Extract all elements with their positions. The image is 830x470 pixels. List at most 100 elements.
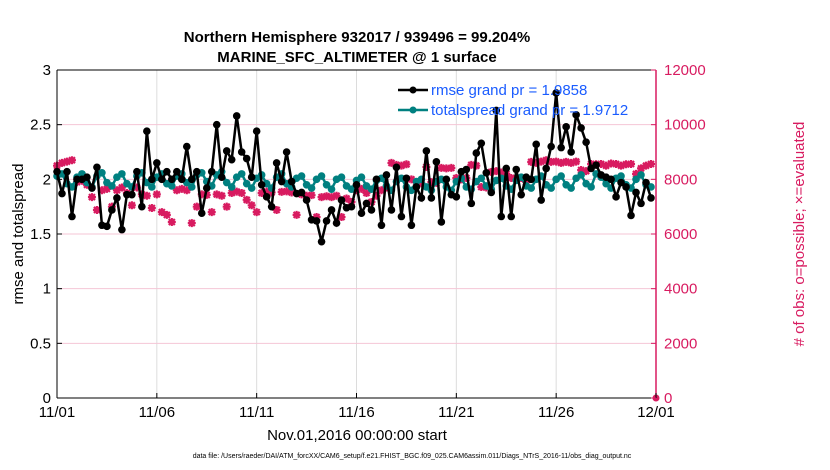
obs-evaluated-marker (87, 193, 96, 202)
rmse-point (582, 138, 590, 146)
obs-star (617, 161, 626, 170)
rmse-point (337, 196, 346, 204)
obs-evaluated-marker (527, 157, 536, 166)
obs-evaluated-marker (232, 187, 241, 196)
obs-star (342, 194, 351, 203)
obs-evaluated-marker (337, 213, 346, 222)
obs-star (202, 190, 211, 199)
rmse-point (312, 217, 321, 225)
legend-spread-marker (409, 106, 417, 114)
rmse-point (552, 89, 560, 97)
totalspread-point (527, 184, 536, 192)
obs-star (322, 192, 331, 201)
rmse-point (88, 184, 96, 192)
y-left-tick-label: 2 (43, 171, 51, 188)
obs-evaluated-marker (477, 182, 486, 191)
totalspread-point (322, 181, 331, 189)
obs-evaluated-marker (282, 187, 291, 196)
obs-star (112, 186, 121, 195)
obs-star (252, 208, 261, 217)
obs-star (447, 163, 456, 172)
x-tick-label: 11/16 (338, 404, 374, 421)
rmse-point (68, 212, 76, 221)
rmse-point (492, 106, 501, 115)
rmse-point (153, 159, 161, 167)
totalspread-point (602, 179, 610, 188)
rmse-point (177, 175, 186, 184)
obs-star (632, 169, 641, 178)
rmse-point (367, 206, 376, 214)
rmse-point (103, 222, 111, 231)
rmse-point (397, 212, 406, 221)
rmse-point (352, 181, 361, 189)
rmse-point (242, 154, 251, 163)
obs-evaluated-marker (172, 186, 181, 195)
totalspread-point (327, 185, 336, 193)
rmse-point (143, 127, 151, 136)
legend-rmse-label: rmse grand pr = 1.9858 (431, 82, 587, 99)
x-tick-label: 11/26 (538, 404, 574, 421)
y-right-tick-label: 6000 (664, 226, 697, 243)
obs-evaluated-marker (627, 160, 636, 169)
rmse-point (632, 188, 640, 197)
totalspread-point (347, 185, 356, 193)
obs-star (572, 157, 581, 166)
totalspread-point (222, 178, 231, 187)
rmse-point (372, 175, 381, 184)
obs-evaluated-marker (242, 195, 251, 204)
rmse-point (327, 206, 336, 214)
obs-evaluated-marker (642, 161, 651, 170)
obs-star (552, 157, 561, 166)
obs-star (212, 190, 221, 199)
obs-star (287, 188, 296, 197)
x-tick-label: 11/06 (139, 404, 175, 421)
obs-star (197, 190, 206, 199)
rmse-point (647, 194, 655, 202)
obs-evaluated-marker (612, 160, 621, 169)
obs-evaluated-marker (632, 169, 641, 178)
obs-evaluated-marker (222, 202, 231, 211)
rmse-point (347, 202, 356, 211)
obs-evaluated-marker (277, 187, 286, 196)
obs-evaluated-marker (92, 205, 101, 214)
obs-evaluated-marker (377, 186, 386, 195)
rmse-point (187, 175, 196, 184)
obs-evaluated-marker (147, 204, 156, 213)
totalspread-point (317, 172, 326, 180)
obs-evaluated-marker (367, 198, 376, 207)
rmse-point (257, 181, 266, 189)
rmse-point (262, 193, 271, 201)
title-line-1: Northern Hemisphere 932017 / 939496 = 99… (184, 29, 530, 46)
obs-evaluated-marker (572, 157, 581, 166)
obs-star (227, 189, 236, 197)
obs-star (132, 183, 141, 192)
legend-rmse-marker (409, 86, 417, 94)
obs-evaluated-marker (62, 157, 71, 166)
obs-star (407, 175, 416, 184)
obs-evaluated-marker (227, 189, 236, 197)
obs-star (577, 166, 586, 175)
obs-star (57, 158, 66, 167)
obs-evaluated-marker (97, 186, 106, 195)
grid (57, 70, 656, 398)
obs-evaluated-marker (272, 205, 281, 214)
obs-star (182, 186, 191, 195)
obs-evaluated-marker (152, 190, 161, 199)
rmse-point (282, 148, 291, 156)
rmse-point (452, 193, 461, 201)
rmse-point (133, 167, 141, 176)
footnote: data file: /Users/raeder/DAI/ATM_forcXX/… (193, 453, 632, 460)
obs-evaluated-marker (262, 187, 271, 196)
obs-star (277, 187, 286, 196)
obs-star (507, 173, 516, 182)
obs-evaluated-marker (257, 189, 266, 197)
rmse-point (472, 149, 481, 157)
y-left-tick-label: 3 (43, 62, 51, 79)
rmse-point (382, 171, 391, 179)
obs-star (142, 191, 151, 200)
rmse-point (322, 217, 331, 225)
obs-evaluated-marker (177, 184, 186, 193)
obs-evaluated-marker (167, 217, 176, 226)
rmse-point (357, 209, 366, 218)
obs-evaluated-marker (442, 164, 451, 173)
